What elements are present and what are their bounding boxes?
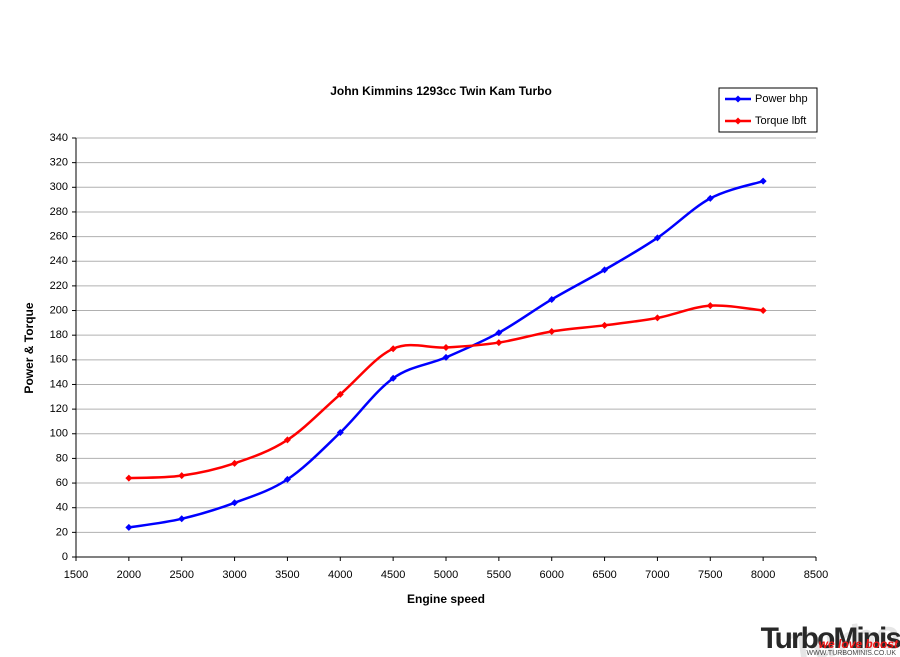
data-point — [706, 302, 714, 310]
y-tick-label: 320 — [50, 157, 68, 169]
data-point — [759, 177, 767, 185]
y-tick-label: 0 — [62, 551, 68, 563]
data-point — [495, 339, 503, 347]
data-point — [231, 499, 239, 507]
data-point — [653, 234, 661, 242]
data-point — [178, 472, 186, 480]
legend-marker — [734, 117, 742, 125]
x-tick-label: 5500 — [487, 569, 511, 581]
data-point — [706, 194, 714, 202]
legend-marker — [734, 95, 742, 103]
x-tick-label: 4000 — [328, 569, 352, 581]
data-point — [125, 474, 133, 482]
x-tick-label: 5000 — [434, 569, 458, 581]
data-point — [178, 515, 186, 523]
data-point — [442, 344, 450, 351]
data-point — [283, 475, 291, 483]
x-tick-label: 2500 — [169, 569, 193, 581]
data-point — [283, 436, 291, 444]
data-point — [548, 327, 556, 335]
data-point — [389, 374, 397, 382]
legend-box — [718, 87, 818, 133]
y-tick-label: 180 — [50, 329, 68, 341]
x-tick-label: 4500 — [381, 569, 405, 581]
y-tick-label: 200 — [50, 304, 68, 316]
data-point — [495, 329, 503, 337]
watermark-url: WWW.TURBOMINIS.CO.UK — [807, 650, 897, 657]
data-point — [231, 459, 239, 467]
y-tick-label: 140 — [50, 378, 68, 390]
x-tick-label: 3500 — [275, 569, 299, 581]
chart-title: John Kimmins 1293cc Twin Kam Turbo — [330, 84, 552, 98]
data-point — [601, 321, 609, 329]
y-tick-label: 280 — [50, 206, 68, 218]
y-tick-label: 20 — [56, 526, 68, 538]
y-tick-label: 240 — [50, 255, 68, 267]
data-point — [442, 353, 450, 361]
y-tick-label: 40 — [56, 502, 68, 514]
watermark-tagline: we love boost — [819, 637, 899, 651]
x-tick-label: 1500 — [64, 569, 88, 581]
watermark-text: TurboMinis — [761, 622, 900, 655]
legend-label: Power bhp — [755, 93, 808, 105]
data-point — [125, 523, 133, 531]
data-point — [548, 295, 556, 303]
y-axis-label: Power & Torque — [22, 302, 36, 393]
y-tick-label: 100 — [50, 428, 68, 440]
data-point — [389, 345, 397, 353]
data-point — [601, 266, 609, 274]
legend-label: Torque lbft — [755, 115, 806, 127]
data-point — [336, 429, 344, 437]
x-tick-label: 2000 — [117, 569, 141, 581]
y-tick-label: 80 — [56, 452, 68, 464]
y-tick-label: 60 — [56, 477, 68, 489]
y-tick-label: 120 — [50, 403, 68, 415]
y-tick-label: 220 — [50, 280, 68, 292]
x-tick-label: 8000 — [751, 569, 775, 581]
y-tick-label: 340 — [50, 132, 68, 144]
y-tick-label: 160 — [50, 354, 68, 366]
y-tick-label: 260 — [50, 230, 68, 242]
x-tick-label: 3000 — [222, 569, 246, 581]
x-tick-label: 8500 — [804, 569, 828, 581]
x-tick-label: 7000 — [645, 569, 669, 581]
x-axis-label: Engine speed — [407, 592, 485, 606]
data-point — [759, 307, 767, 315]
x-tick-label: 6500 — [592, 569, 616, 581]
x-tick-label: 7500 — [698, 569, 722, 581]
watermark: Turbo TurboMinis we love boost WWW.TURBO… — [761, 612, 900, 657]
data-point — [653, 314, 661, 322]
series-line — [128, 304, 764, 480]
x-tick-label: 6000 — [539, 569, 563, 581]
y-tick-label: 300 — [50, 181, 68, 193]
data-point — [336, 390, 344, 398]
